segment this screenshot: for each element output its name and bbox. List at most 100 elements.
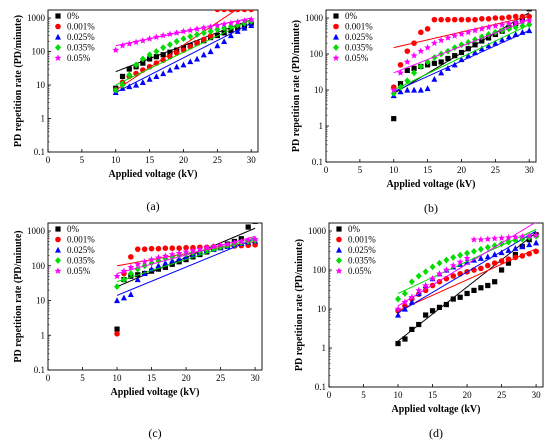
data-point xyxy=(404,48,411,54)
legend: 0%0.001%0.025%0.035%0.05% xyxy=(54,11,95,63)
data-point xyxy=(114,283,121,291)
x-tick-label: 20 xyxy=(463,390,473,400)
data-point xyxy=(207,27,214,35)
data-point xyxy=(397,62,404,68)
data-point xyxy=(464,28,472,36)
data-point xyxy=(228,10,234,13)
data-point xyxy=(498,258,505,264)
data-point xyxy=(187,58,194,65)
data-point xyxy=(492,15,499,21)
x-tick-label: 10 xyxy=(389,165,399,175)
data-point xyxy=(167,49,173,55)
legend-label: 0.05% xyxy=(67,266,91,276)
data-point xyxy=(505,238,512,246)
data-point xyxy=(505,33,512,40)
legend-marker xyxy=(55,13,61,19)
data-point xyxy=(153,54,159,60)
legend-marker xyxy=(55,236,61,243)
y-axis-title: PD repetition rate (PD/minute) xyxy=(13,15,24,147)
data-point xyxy=(408,298,415,305)
data-point xyxy=(484,235,492,243)
legend-marker xyxy=(336,257,342,264)
data-point xyxy=(451,61,458,68)
data-point xyxy=(409,326,415,332)
data-point xyxy=(152,33,160,40)
data-point xyxy=(251,235,259,243)
data-point xyxy=(201,36,207,43)
data-point xyxy=(465,52,472,59)
y-tick-label: 10 xyxy=(36,80,46,90)
data-point xyxy=(155,266,162,272)
data-point xyxy=(119,81,126,89)
x-axis-title: Applied voltage (kV) xyxy=(111,387,200,398)
data-point xyxy=(224,240,231,247)
legend-marker xyxy=(55,33,61,40)
x-tick-label: 15 xyxy=(145,155,155,165)
data-point xyxy=(505,247,512,253)
fit-line xyxy=(115,19,252,86)
data-point xyxy=(221,10,227,13)
legend: 0%0.001%0.025%0.035%0.05% xyxy=(335,224,376,276)
panel-caption: (a) xyxy=(146,199,159,213)
series-0.05% xyxy=(113,235,259,280)
data-point xyxy=(526,10,532,12)
data-point xyxy=(450,254,457,261)
plot-frame xyxy=(47,9,259,153)
data-point xyxy=(241,17,248,24)
data-point xyxy=(203,244,211,251)
y-tick-label: 10 xyxy=(36,296,46,306)
data-point xyxy=(153,48,160,55)
data-point xyxy=(120,276,127,283)
data-point xyxy=(126,66,132,72)
x-tick-label: 5 xyxy=(80,373,85,383)
data-point xyxy=(485,16,492,22)
data-point xyxy=(408,293,416,301)
data-point xyxy=(132,38,140,46)
x-axis-title: Applied voltage (kV) xyxy=(392,404,481,415)
data-point xyxy=(485,42,492,49)
data-point xyxy=(160,70,167,77)
data-point xyxy=(499,36,506,43)
data-point xyxy=(512,31,519,38)
x-tick-label: 10 xyxy=(113,373,123,383)
data-point xyxy=(166,66,173,73)
data-point xyxy=(248,10,254,13)
data-point xyxy=(194,31,201,38)
data-point xyxy=(166,41,173,49)
panel-caption: (c) xyxy=(148,426,161,440)
x-tick-label: 30 xyxy=(247,155,257,165)
data-point xyxy=(160,52,166,58)
data-point xyxy=(133,81,140,88)
data-point xyxy=(141,246,148,252)
data-point xyxy=(162,259,169,266)
data-point xyxy=(404,77,411,85)
data-point xyxy=(458,49,465,56)
data-point xyxy=(146,75,153,82)
data-point xyxy=(404,86,411,93)
legend-label: 0.05% xyxy=(67,53,91,63)
data-point xyxy=(472,49,479,56)
legend-label: 0.05% xyxy=(348,266,372,276)
data-point xyxy=(146,51,153,59)
x-tick-label: 25 xyxy=(216,373,226,383)
data-point xyxy=(153,73,160,80)
data-point xyxy=(114,297,121,304)
data-point xyxy=(234,18,242,25)
legend-label: 0% xyxy=(345,11,358,21)
x-tick-label: 0 xyxy=(46,373,51,383)
y-tick-label: 0.1 xyxy=(34,147,45,157)
legend-label: 0% xyxy=(67,224,80,234)
data-point xyxy=(442,266,450,273)
data-point xyxy=(230,239,238,246)
data-point xyxy=(401,305,408,312)
data-point xyxy=(423,312,429,318)
data-point xyxy=(134,246,141,252)
data-point xyxy=(429,263,436,271)
data-point xyxy=(477,255,484,261)
data-point xyxy=(114,326,120,332)
data-point xyxy=(512,254,519,261)
chart-panel-4: 0 5 10 15 20 25 30 0.1 1 10 100 1000 Applied voltage… xyxy=(294,222,544,440)
legend-marker xyxy=(336,236,342,243)
data-point xyxy=(424,44,432,51)
data-point xyxy=(505,19,513,27)
